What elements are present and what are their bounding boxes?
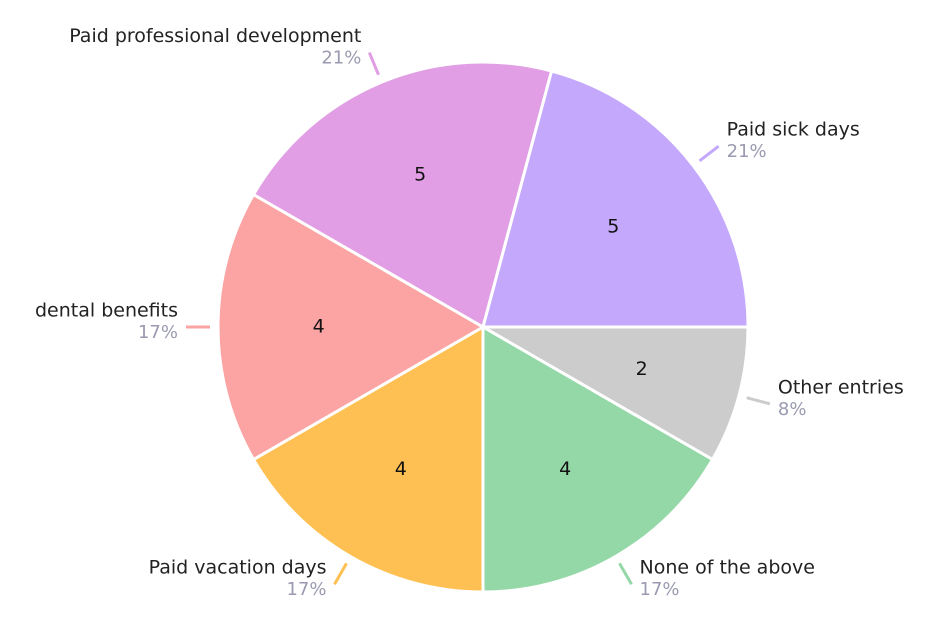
slice-percent-label: 21% [321,48,361,69]
slice-name-label: Other entries [778,376,904,398]
slice-name-label: None of the above [640,557,815,579]
slice-percent-label: 17% [640,579,680,600]
pie-slice [251,60,554,330]
pie-slice [481,324,715,594]
pie-slice [481,69,750,329]
pie-slice [251,324,485,594]
pie-slice [477,325,750,462]
leader-line [367,52,380,76]
leader-line [333,562,348,585]
slice-percent-label: 17% [138,322,178,343]
slice-name-label: Paid vacation days [149,557,327,579]
slice-percent-label: 17% [286,579,326,600]
leader-line [618,562,633,585]
slice-percent-label: 8% [778,399,807,420]
pie-slice [216,192,487,462]
slice-value-label: 4 [559,458,571,480]
leader-line [698,145,720,162]
slice-percent-label: 21% [727,141,767,162]
slice-name-label: Paid professional development [69,25,361,47]
slice-name-label: Paid sick days [727,119,860,141]
slice-value-label: 4 [395,458,407,480]
slice-name-label: dental benefits [35,300,178,322]
slice-value-label: 5 [414,164,426,186]
slice-value-label: 4 [313,316,325,338]
slice-value-label: 2 [636,358,648,380]
slice-value-label: 5 [607,215,619,237]
leader-line [746,396,771,406]
